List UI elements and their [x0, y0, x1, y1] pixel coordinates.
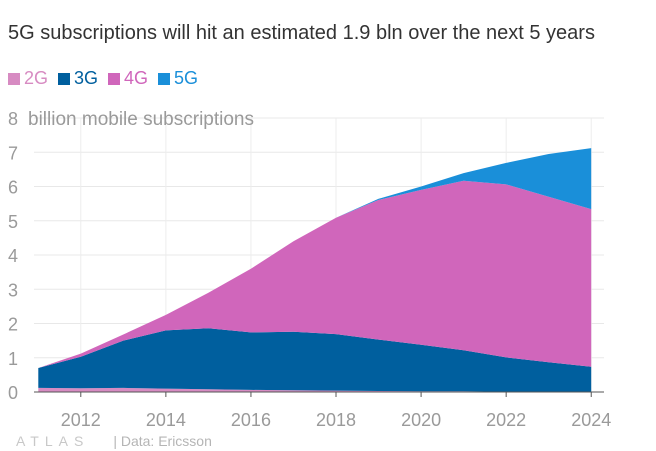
legend-item-3g: 3G: [58, 68, 98, 89]
legend-swatch-2g: [8, 72, 20, 85]
x-axis-ticks: 2012 2014 2016 2018 2020 2022 2024: [61, 392, 611, 430]
legend-label-4g: 4G: [124, 68, 149, 88]
y-tick-label: 2: [8, 315, 18, 335]
x-tick-label: 2012: [61, 410, 101, 430]
x-tick-label: 2014: [146, 410, 186, 430]
chart-legend: 2G 3G 4G 5G: [8, 68, 198, 89]
legend-item-4g: 4G: [108, 68, 148, 89]
legend-item-5g: 5G: [158, 68, 198, 89]
y-tick-label: 7: [8, 143, 18, 163]
y-tick-label: 4: [8, 246, 18, 266]
y-tick-label: 0: [8, 383, 18, 403]
x-tick-label: 2020: [401, 410, 441, 430]
y-tick-label: 6: [8, 178, 18, 198]
legend-swatch-3g: [58, 72, 71, 85]
x-tick-label: 2016: [231, 410, 271, 430]
legend-item-2g: 2G: [8, 68, 48, 89]
area-series-3g: [38, 328, 592, 392]
legend-swatch-5g: [158, 72, 171, 85]
legend-label-5g: 5G: [174, 68, 199, 88]
data-source: | Data: Ericsson: [113, 433, 212, 449]
legend-label-3g: 3G: [74, 68, 99, 88]
x-tick-label: 2018: [316, 410, 356, 430]
chart-title: 5G subscriptions will hit an estimated 1…: [8, 22, 595, 44]
chart-footer: ATLAS | Data: Ericsson: [16, 433, 212, 449]
x-tick-label: 2022: [486, 410, 526, 430]
y-axis-top-tick-label: 8: [8, 109, 18, 129]
area-series-4g: [38, 180, 592, 368]
y-tick-label: 3: [8, 280, 18, 300]
area-series-5g: [38, 148, 592, 368]
y-tick-label: 5: [8, 212, 18, 232]
atlas-logo: ATLAS: [16, 433, 90, 449]
x-tick-label: 2024: [571, 410, 611, 430]
chart-areas: [38, 148, 592, 392]
legend-label-2g: 2G: [24, 68, 49, 88]
y-tick-label: 1: [8, 349, 18, 369]
legend-swatch-4g: [108, 72, 121, 85]
y-axis-ticks: 0 1 2 3 4 5 6 7: [8, 143, 18, 403]
y-axis-label: billion mobile subscriptions: [28, 109, 254, 130]
area-series-2g: [38, 387, 592, 392]
